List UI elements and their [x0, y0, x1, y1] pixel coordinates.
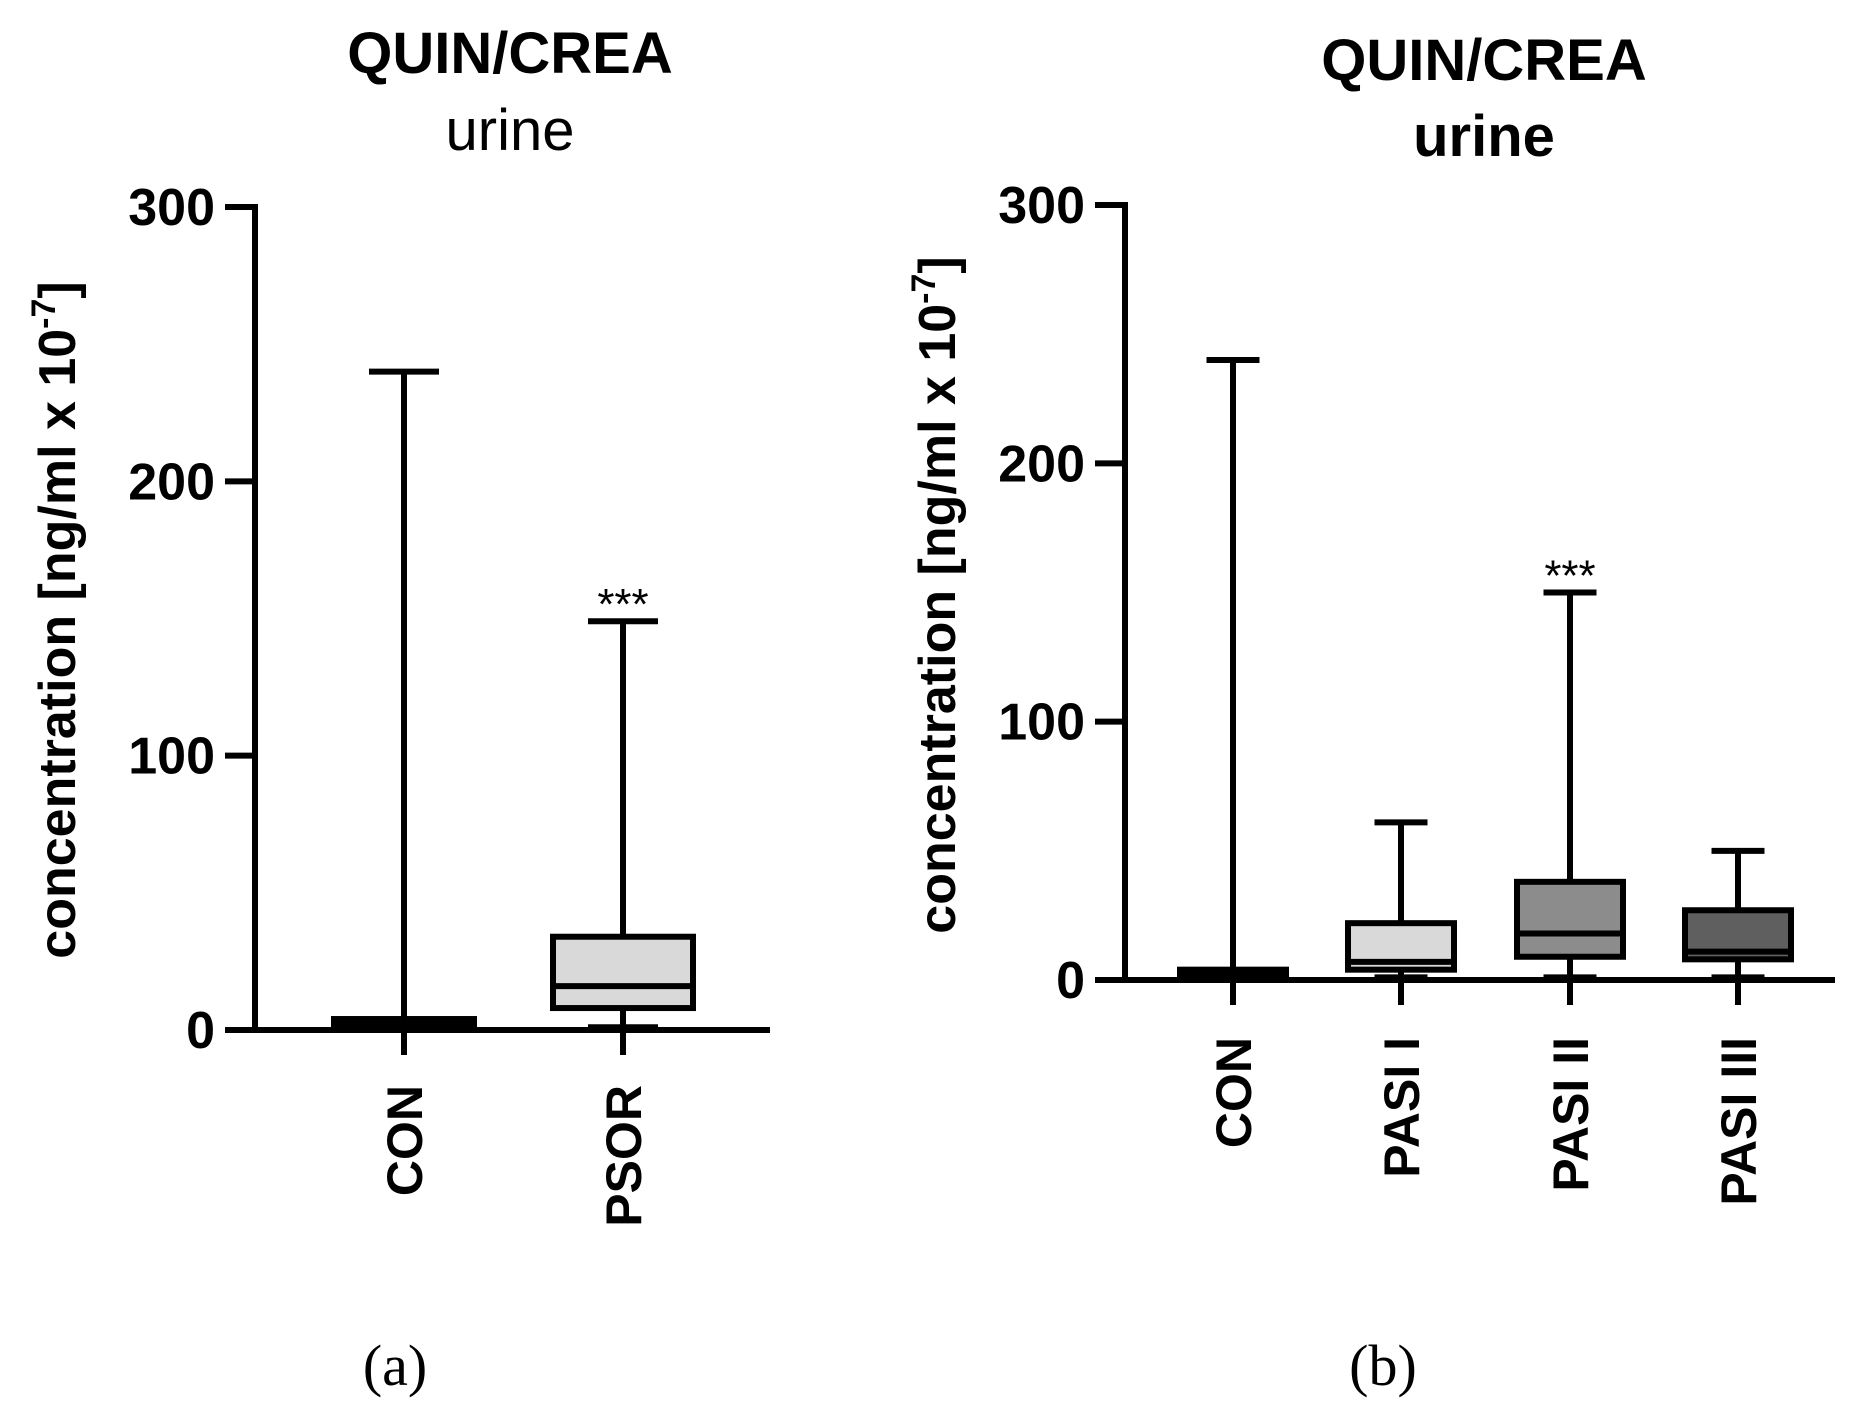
chart-b-category-con: CON — [1206, 1037, 1262, 1148]
chart-b-category-pasi-i: PASI I — [1374, 1037, 1430, 1178]
chart-a-ytick-label-200: 200 — [128, 453, 215, 511]
chart-a-subtitle: urine — [446, 98, 575, 163]
chart-a-panel-label: (a) — [363, 1333, 427, 1398]
iqr-box-pasi-ii — [1514, 878, 1626, 960]
chart-a-ytick-label-100: 100 — [128, 728, 215, 786]
chart-b-ytick-label-300: 300 — [998, 177, 1085, 235]
chart-b-box-pasi-i: PASI I — [1345, 819, 1457, 1178]
chart-a-ytick-label-300: 300 — [128, 179, 215, 237]
chart-b-ylabel: concentration [ng/ml x 10-7] — [905, 256, 967, 933]
chart-b-box-con: CON — [1177, 357, 1289, 1148]
chart-b-plot: 0 100 200 300 CON PASI I *** PASI II PASI III — [998, 177, 1835, 1206]
chart-a-box-psor: *** PSOR — [550, 580, 696, 1227]
chart-b-ytick-label-200: 200 — [998, 435, 1085, 493]
chart-b-category-pasi-iii: PASI III — [1711, 1037, 1767, 1206]
chart-b-subtitle: urine — [1413, 104, 1555, 169]
chart-b-box-pasi-iii: PASI III — [1682, 847, 1794, 1206]
chart-a-category-con: CON — [377, 1085, 433, 1196]
chart-a-title: QUIN/CREA — [347, 21, 672, 86]
chart-a-plot: 0 100 200 300 CON *** PSOR — [128, 179, 770, 1227]
chart-a-ytick-label-0: 0 — [186, 1002, 215, 1060]
chart-a-ylabel: concentration [ng/ml x 10-7] — [25, 281, 87, 958]
chart-b-title: QUIN/CREA — [1321, 28, 1646, 93]
chart-b-ytick-label-100: 100 — [998, 694, 1085, 752]
chart-b-panel-label: (b) — [1349, 1333, 1417, 1398]
chart-b-box-pasi-ii: *** PASI II — [1514, 552, 1626, 1192]
iqr-box-psor — [550, 933, 696, 1012]
chart-a-category-psor: PSOR — [596, 1085, 652, 1227]
significance-pasi-ii: *** — [1544, 552, 1595, 601]
significance-psor: *** — [597, 580, 648, 629]
chart-b-ytick-label-0: 0 — [1056, 952, 1085, 1010]
chart-a-box-con: CON — [331, 368, 477, 1196]
chart-b-category-pasi-ii: PASI II — [1543, 1037, 1599, 1192]
